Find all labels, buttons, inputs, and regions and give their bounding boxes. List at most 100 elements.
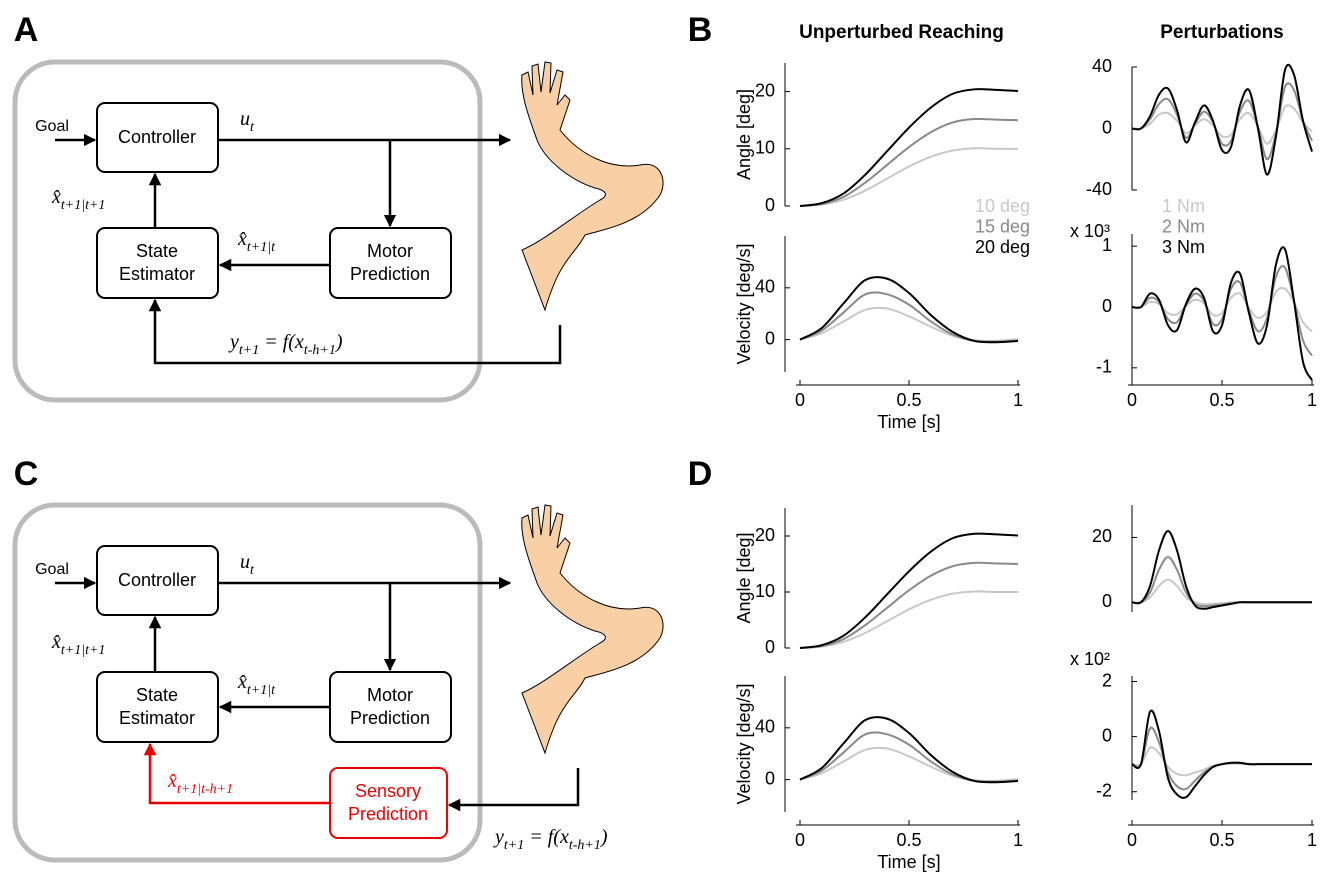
data-line xyxy=(1132,728,1312,790)
math-sub: t+1|t xyxy=(247,683,276,698)
arrow xyxy=(155,300,560,363)
axis-multiplier: x 10³ xyxy=(1070,221,1110,241)
controller-label: Controller xyxy=(118,570,196,590)
control-signal: ut xyxy=(240,108,255,135)
arrow xyxy=(449,768,578,805)
y-tick-label: 0 xyxy=(765,328,775,348)
y-tick-label: 0 xyxy=(1102,117,1112,137)
legend-entry: 1 Nm xyxy=(1162,196,1205,216)
y-tick-label: 0 xyxy=(1102,725,1112,745)
math-base: x̂ xyxy=(51,631,61,653)
legend-entry: 3 Nm xyxy=(1162,237,1205,257)
math-part: = f(x xyxy=(259,331,304,353)
data-line xyxy=(1132,580,1312,605)
legend-entry: 15 deg xyxy=(975,216,1030,236)
feedback-equation: yt+1 = f(xt-h+1) xyxy=(228,331,343,358)
x-tick-label: 0 xyxy=(1127,390,1137,410)
y-tick-label: 20 xyxy=(755,525,775,545)
x-tick-label: 0 xyxy=(795,390,805,410)
math-base: x̂ xyxy=(237,228,247,250)
y-axis-label: Angle [deg] xyxy=(734,89,754,180)
y-tick-label: 0 xyxy=(765,195,775,215)
y-tick-label: 0 xyxy=(765,768,775,788)
column-title: Unperturbed Reaching xyxy=(799,22,1004,43)
math-sub: t-h+1 xyxy=(304,343,336,358)
math-part: ) xyxy=(335,331,343,353)
math-sub: t+1 xyxy=(504,838,524,853)
data-line xyxy=(800,119,1018,206)
math-part: ) xyxy=(600,826,608,848)
x-axis-label: Time [s] xyxy=(877,412,940,432)
state-estimator-label: Estimator xyxy=(119,708,195,728)
axis-multiplier: x 10² xyxy=(1070,649,1110,669)
figure: A B C D Goal Controller State Estimator … xyxy=(0,0,1329,879)
data-line xyxy=(800,277,1018,342)
data-line xyxy=(1132,105,1312,144)
math-sub: t xyxy=(250,120,255,135)
posterior-estimate: x̂t+1|t+1 xyxy=(51,631,105,658)
feedback-equation: yt+1 = f(xt-h+1) xyxy=(493,826,608,853)
y-tick-label: 0 xyxy=(1102,296,1112,316)
math-sub: t-h+1 xyxy=(569,838,601,853)
math-part: y xyxy=(493,826,504,848)
math-base: x̂ xyxy=(167,770,177,792)
x-tick-label: 0.5 xyxy=(896,830,921,850)
sensory-prediction-label: Sensory xyxy=(355,781,421,801)
y-tick-label: 40 xyxy=(755,277,775,297)
x-tick-label: 1 xyxy=(1307,830,1317,850)
panel-label: C xyxy=(14,455,39,493)
motor-prediction-label: Prediction xyxy=(350,264,430,284)
math-sub: t+1|t+1 xyxy=(61,198,106,213)
legend-entry: 2 Nm xyxy=(1162,216,1205,236)
x-axis-label: Time [s] xyxy=(877,852,940,872)
math-base: x̂ xyxy=(51,186,61,208)
y-axis-label: Angle [deg] xyxy=(734,532,754,623)
sensory-prediction-label: Prediction xyxy=(348,804,428,824)
diagram-c: Goal Controller State Estimator Motor Pr… xyxy=(15,505,663,860)
x-tick-label: 1 xyxy=(1307,390,1317,410)
y-tick-label: 40 xyxy=(755,717,775,737)
data-line xyxy=(1132,65,1312,175)
motor-prediction-label: Prediction xyxy=(350,708,430,728)
data-line xyxy=(1132,557,1312,606)
y-tick-label: -1 xyxy=(1096,357,1112,377)
y-axis-label: Velocity [deg/s] xyxy=(734,683,754,804)
goal-label: Goal xyxy=(35,561,69,578)
charts: 01020Angle [deg]Unperturbed Reaching10 d… xyxy=(734,22,1317,872)
math-base: u xyxy=(240,551,250,573)
data-line xyxy=(800,308,1018,341)
data-line xyxy=(800,563,1018,648)
data-line xyxy=(800,591,1018,648)
legend-entry: 10 deg xyxy=(975,196,1030,216)
math-sub: t xyxy=(250,563,255,578)
y-tick-label: 0 xyxy=(765,637,775,657)
panel-label: D xyxy=(688,455,713,493)
math-sub: t+1|t+1 xyxy=(61,643,106,658)
legend-entry: 20 deg xyxy=(975,237,1030,257)
math-sub: t+1|t-h+1 xyxy=(177,782,233,797)
state-estimator-label: Estimator xyxy=(119,264,195,284)
x-tick-label: 1 xyxy=(1013,390,1023,410)
control-signal: ut xyxy=(240,551,255,578)
y-tick-label: 2 xyxy=(1102,670,1112,690)
x-tick-label: 0 xyxy=(795,830,805,850)
y-axis-label: Velocity [deg/s] xyxy=(734,243,754,364)
x-tick-label: 0 xyxy=(1127,830,1137,850)
data-line xyxy=(1132,747,1312,775)
motor-prediction-label: Motor xyxy=(367,685,413,705)
motor-prediction-label: Motor xyxy=(367,241,413,261)
y-tick-label: -2 xyxy=(1096,780,1112,800)
math-base: x̂ xyxy=(237,671,247,693)
x-tick-label: 0.5 xyxy=(896,390,921,410)
y-tick-label: 10 xyxy=(755,138,775,158)
sensory-estimate: x̂t+1|t-h+1 xyxy=(167,770,233,797)
prior-estimate: x̂t+1|t xyxy=(237,228,276,255)
prior-estimate: x̂t+1|t xyxy=(237,671,276,698)
data-line xyxy=(800,748,1018,781)
arm xyxy=(522,505,663,753)
posterior-estimate: x̂t+1|t+1 xyxy=(51,186,105,213)
arm xyxy=(522,62,663,310)
y-tick-label: 20 xyxy=(755,80,775,100)
x-tick-label: 0.5 xyxy=(1209,830,1234,850)
y-tick-label: 0 xyxy=(1102,591,1112,611)
